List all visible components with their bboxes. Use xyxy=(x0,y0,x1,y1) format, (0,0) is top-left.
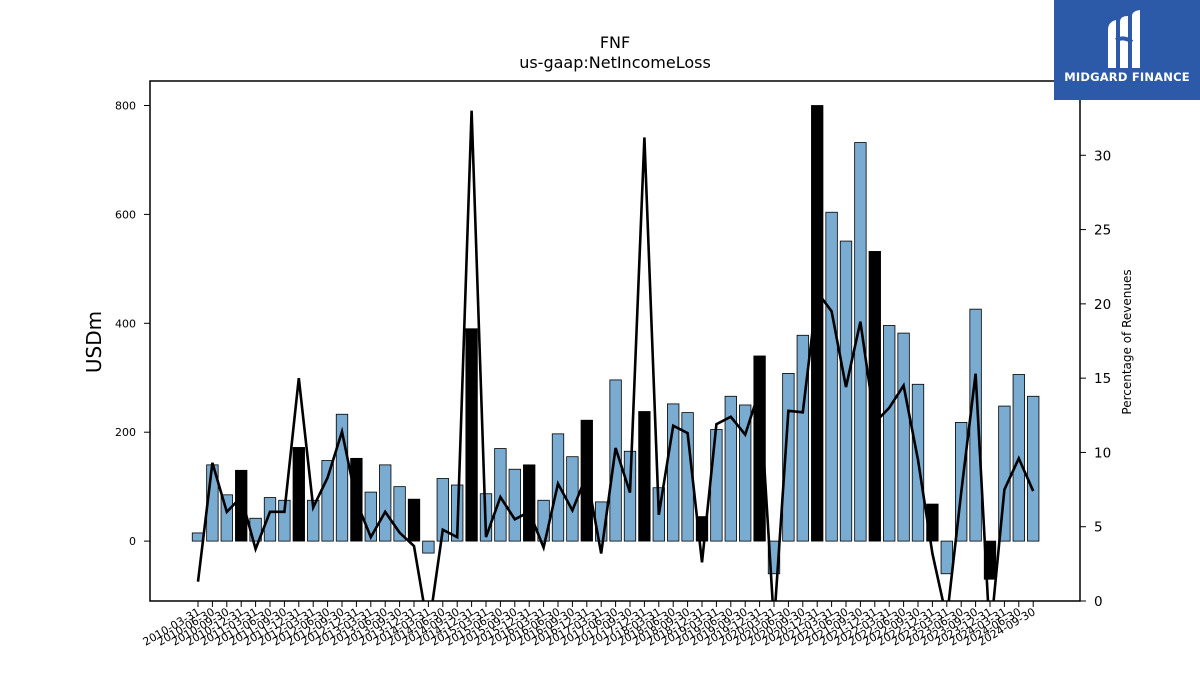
y2-tick-label: 5 xyxy=(1094,520,1103,536)
y-axis: 0 200 400 600 800 xyxy=(115,100,150,548)
bar xyxy=(379,464,392,542)
y2-tick-label: 25 xyxy=(1094,223,1111,239)
bar xyxy=(609,379,622,542)
bar xyxy=(623,450,637,542)
y2-tick-label: 20 xyxy=(1094,297,1111,313)
bar xyxy=(335,413,349,542)
y2-tick-label: 30 xyxy=(1094,148,1111,164)
brand-name: MIDGARD FINANCE xyxy=(1064,70,1190,84)
y-tick-label: 200 xyxy=(115,426,136,439)
y2-tick-label: 0 xyxy=(1094,594,1103,610)
bar-series xyxy=(191,105,1040,580)
bar xyxy=(883,325,896,542)
bar xyxy=(465,328,478,542)
bar xyxy=(407,498,421,542)
bar xyxy=(796,334,809,542)
bar xyxy=(983,540,997,580)
bar xyxy=(422,540,435,554)
bar xyxy=(897,332,910,542)
bar xyxy=(811,105,824,542)
bar xyxy=(940,540,953,575)
bar xyxy=(825,211,838,542)
y-tick-label: 0 xyxy=(129,535,136,548)
bar xyxy=(292,447,305,542)
bar xyxy=(710,429,723,542)
bar xyxy=(868,251,881,542)
bar xyxy=(1027,395,1040,542)
y-tick-label: 400 xyxy=(115,317,136,330)
midgard-logo-icon xyxy=(1108,10,1140,68)
bar xyxy=(739,404,752,542)
bar xyxy=(638,411,651,542)
bar xyxy=(393,486,406,542)
bar xyxy=(436,478,449,542)
bar xyxy=(508,468,521,542)
y-axis-label: USDm xyxy=(82,311,106,373)
bar xyxy=(220,494,233,542)
bar xyxy=(364,491,377,542)
bar xyxy=(782,372,795,542)
percentage-line xyxy=(196,110,1035,601)
bar xyxy=(695,516,709,542)
bar xyxy=(321,460,334,542)
chart-subtitle: us-gaap:NetIncomeLoss xyxy=(519,53,711,72)
bar xyxy=(753,355,766,542)
bar xyxy=(724,395,737,542)
y2-axis-label: Percentage of Revenues xyxy=(1120,269,1134,414)
x-axis: 2010-03-312010-06-302010-09-302010-12-31… xyxy=(141,601,1038,649)
y-tick-label: 600 xyxy=(115,208,136,221)
line-series xyxy=(196,110,1035,601)
brand-logo: MIDGARD FINANCE xyxy=(1054,0,1200,100)
bar xyxy=(263,497,277,542)
bar xyxy=(235,469,248,542)
bar xyxy=(523,464,536,542)
y2-tick-label: 15 xyxy=(1094,371,1111,387)
bar xyxy=(667,403,680,542)
plot-frame xyxy=(149,80,1081,602)
y2-tick-label: 10 xyxy=(1094,445,1111,461)
bar xyxy=(998,405,1011,542)
y-tick-label: 800 xyxy=(115,100,136,113)
y2-axis: 0 5 10 15 20 25 30 xyxy=(1080,148,1111,610)
bar xyxy=(839,240,853,542)
chart-title: FNF xyxy=(600,33,630,52)
